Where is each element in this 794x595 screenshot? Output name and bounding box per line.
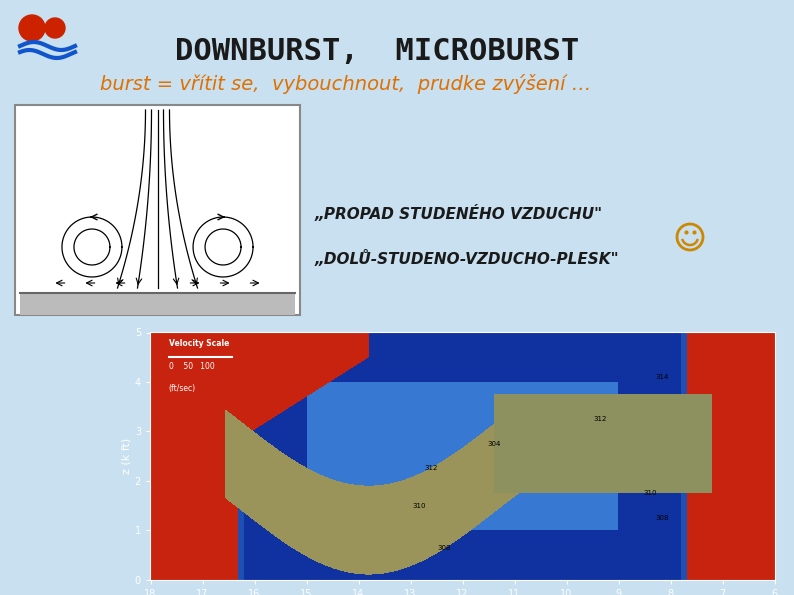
Text: burst = vřítit se,  vybouchnout,  prudke zvýšení …: burst = vřítit se, vybouchnout, prudke z… xyxy=(100,74,592,94)
FancyBboxPatch shape xyxy=(20,293,295,315)
Circle shape xyxy=(45,18,65,38)
Text: 310: 310 xyxy=(643,490,657,496)
Text: 310: 310 xyxy=(412,503,426,509)
Text: 312: 312 xyxy=(425,465,438,471)
Text: 304: 304 xyxy=(487,441,500,447)
Y-axis label: z (k ft): z (k ft) xyxy=(122,438,132,474)
Text: (ft/sec): (ft/sec) xyxy=(169,384,196,393)
Text: 308: 308 xyxy=(656,515,669,521)
Text: 312: 312 xyxy=(593,416,607,422)
Text: „PROPAD STUDENÉHO VZDUCHU": „PROPAD STUDENÉHO VZDUCHU" xyxy=(315,205,603,222)
FancyBboxPatch shape xyxy=(15,105,300,315)
Circle shape xyxy=(19,15,45,41)
Text: 0    50   100: 0 50 100 xyxy=(169,362,214,371)
Text: Velocity Scale: Velocity Scale xyxy=(169,339,229,349)
Text: DOWNBURST,  MICROBURST: DOWNBURST, MICROBURST xyxy=(175,37,580,66)
Text: 314: 314 xyxy=(656,374,669,380)
Text: „DOLŮ-STUDENO-VZDUCHO-PLESK": „DOLŮ-STUDENO-VZDUCHO-PLESK" xyxy=(315,250,619,267)
Text: 308: 308 xyxy=(437,545,450,551)
